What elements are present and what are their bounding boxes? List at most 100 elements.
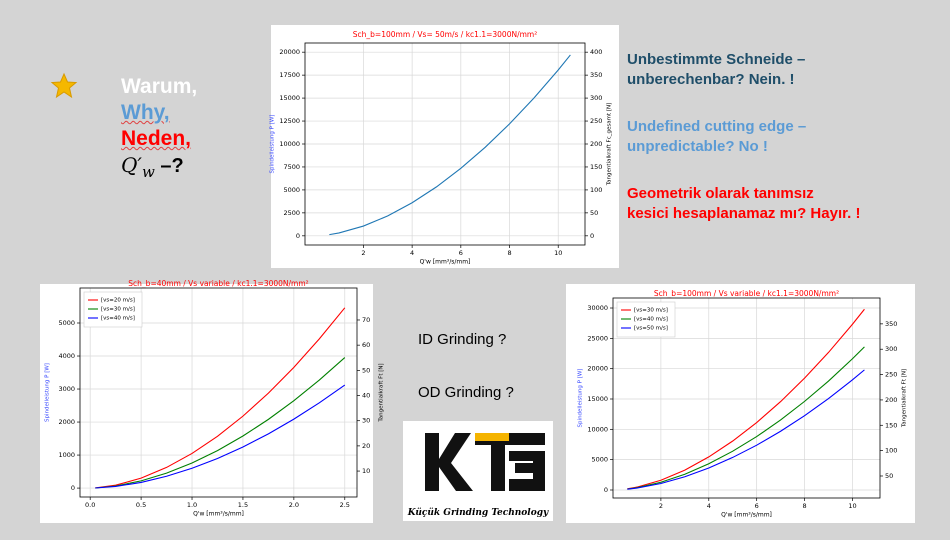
data-line: [627, 369, 865, 490]
y2-tick-label: 40: [362, 392, 370, 400]
y2-tick-label: 200: [885, 396, 897, 404]
y-tick-label: 0: [296, 232, 300, 240]
y2-axis-label: Tangentialkraft Ft [N]: [902, 369, 908, 428]
x-tick-label: 8: [507, 249, 511, 257]
y-tick-label: 15000: [587, 395, 608, 403]
text-line: kesici hesaplanamaz mı? Hayır. !: [627, 205, 861, 222]
formula-suffix: –?: [160, 155, 184, 177]
german-text: Unbestimmte Schneide – unberechenbar? Nei…: [627, 50, 947, 90]
legend-label: [vs=40 m/s]: [101, 316, 135, 322]
y2-tick-label: 150: [885, 421, 897, 429]
line-english: Why,: [121, 101, 170, 124]
turkish-text: Geometrik olarak tanımsız kesici hesaplan…: [627, 184, 947, 224]
data-line: [329, 54, 571, 236]
data-line: [627, 346, 865, 490]
y-axis-label: Spindelleistung P [W]: [270, 115, 276, 174]
y-tick-label: 2500: [283, 209, 300, 217]
y-tick-label: 10000: [587, 425, 608, 433]
x-tick-label: 8: [802, 502, 806, 510]
y-tick-label: 3000: [58, 385, 75, 393]
x-tick-label: 2.0: [289, 501, 299, 509]
y2-tick-label: 400: [590, 48, 602, 56]
y2-tick-label: 300: [885, 345, 897, 353]
y-tick-label: 20000: [587, 365, 608, 373]
x-tick-label: 6: [755, 502, 759, 510]
x-axis-label: Q'w [mm³/s/mm]: [721, 512, 772, 519]
data-line: [95, 307, 346, 489]
y2-tick-label: 50: [885, 472, 893, 480]
formula: Q′w –?: [121, 152, 197, 185]
text-line: unpredictable? No !: [627, 138, 768, 155]
y-tick-label: 0: [604, 486, 608, 494]
x-tick-label: 2: [361, 249, 365, 257]
plot-frame: [612, 297, 881, 499]
x-tick-label: 0.5: [136, 501, 146, 509]
y-tick-label: 5000: [591, 456, 608, 464]
x-tick-label: 10: [554, 249, 562, 257]
x-tick-label: 2: [659, 502, 663, 510]
text-line: unberechenbar? Nein. !: [627, 71, 795, 88]
legend-label: [vs=20 m/s]: [101, 298, 135, 304]
y-axis-label: Spindelleistung P [W]: [578, 369, 584, 428]
data-line: [627, 308, 865, 490]
y-tick-label: 25000: [587, 334, 608, 342]
x-tick-label: 6: [459, 249, 463, 257]
x-tick-label: 0.0: [85, 501, 95, 509]
y-tick-label: 0: [71, 484, 75, 492]
x-tick-label: 1.5: [238, 501, 248, 509]
formula-symbol: Q′: [121, 153, 142, 177]
data-line: [95, 357, 346, 489]
logo-mark: [425, 433, 545, 491]
x-tick-label: 2.5: [340, 501, 350, 509]
english-text: Undefined cutting edge – unpredictable? N…: [627, 117, 947, 157]
y2-axis-label: Tangentialkraft Fc_gesamt [N]: [607, 103, 613, 187]
y2-axis-label: Tangentialkraft Ft [N]: [379, 363, 385, 422]
y-tick-label: 1000: [58, 451, 75, 459]
x-axis-label: Q'w [mm³/s/mm]: [420, 259, 471, 266]
y-tick-label: 12500: [279, 117, 300, 125]
y2-tick-label: 350: [885, 320, 897, 328]
y-tick-label: 30000: [587, 304, 608, 312]
plot-frame: [304, 42, 586, 246]
y2-tick-label: 250: [885, 371, 897, 379]
plot-frame: [79, 287, 358, 498]
question: ID Grinding ?: [418, 331, 507, 348]
logo-caption: Küçük Grinding Technology: [407, 508, 549, 518]
y2-tick-label: 100: [590, 186, 602, 194]
legend-label: [vs=30 m/s]: [101, 307, 135, 313]
text-line: Unbestimmte Schneide –: [627, 51, 806, 68]
y2-tick-label: 20: [362, 442, 370, 450]
y2-tick-label: 30: [362, 417, 370, 425]
left-text: Warum, Why, Neden, Q′w –?: [121, 74, 197, 185]
y2-tick-label: 0: [590, 232, 594, 240]
y2-tick-label: 200: [590, 140, 602, 148]
star-icon: [50, 72, 78, 99]
x-tick-label: 1.0: [187, 501, 197, 509]
line-turkish: Neden,: [121, 127, 192, 150]
y2-tick-label: 70: [362, 316, 370, 324]
formula-subscript: w: [141, 163, 155, 181]
data-line: [95, 384, 346, 489]
legend-label: [vs=50 m/s]: [634, 326, 668, 332]
y2-tick-label: 300: [590, 94, 602, 102]
y-tick-label: 5000: [58, 319, 75, 327]
text-line: Undefined cutting edge –: [627, 118, 807, 135]
y-tick-label: 5000: [283, 186, 300, 194]
chart-background: [271, 25, 619, 268]
y2-tick-label: 250: [590, 117, 602, 125]
y2-tick-label: 150: [590, 163, 602, 171]
legend-label: [vs=40 m/s]: [634, 317, 668, 323]
y-tick-label: 17500: [279, 71, 300, 79]
text-line: Geometrik olarak tanımsız: [627, 185, 814, 202]
y-axis-label: Spindelleistung P [W]: [45, 363, 51, 422]
logo: Küçük Grinding Technology: [403, 421, 553, 521]
question: OD Grinding ?: [418, 384, 514, 401]
right-text: Unbestimmte Schneide – unberechenbar? Nei…: [627, 50, 947, 224]
y2-tick-label: 10: [362, 467, 370, 475]
y2-tick-label: 350: [590, 71, 602, 79]
chart-title: Sch_b=100mm / Vs variable / kc1.1=3000N/…: [654, 289, 839, 298]
x-tick-label: 10: [848, 502, 856, 510]
y-tick-label: 7500: [283, 163, 300, 171]
